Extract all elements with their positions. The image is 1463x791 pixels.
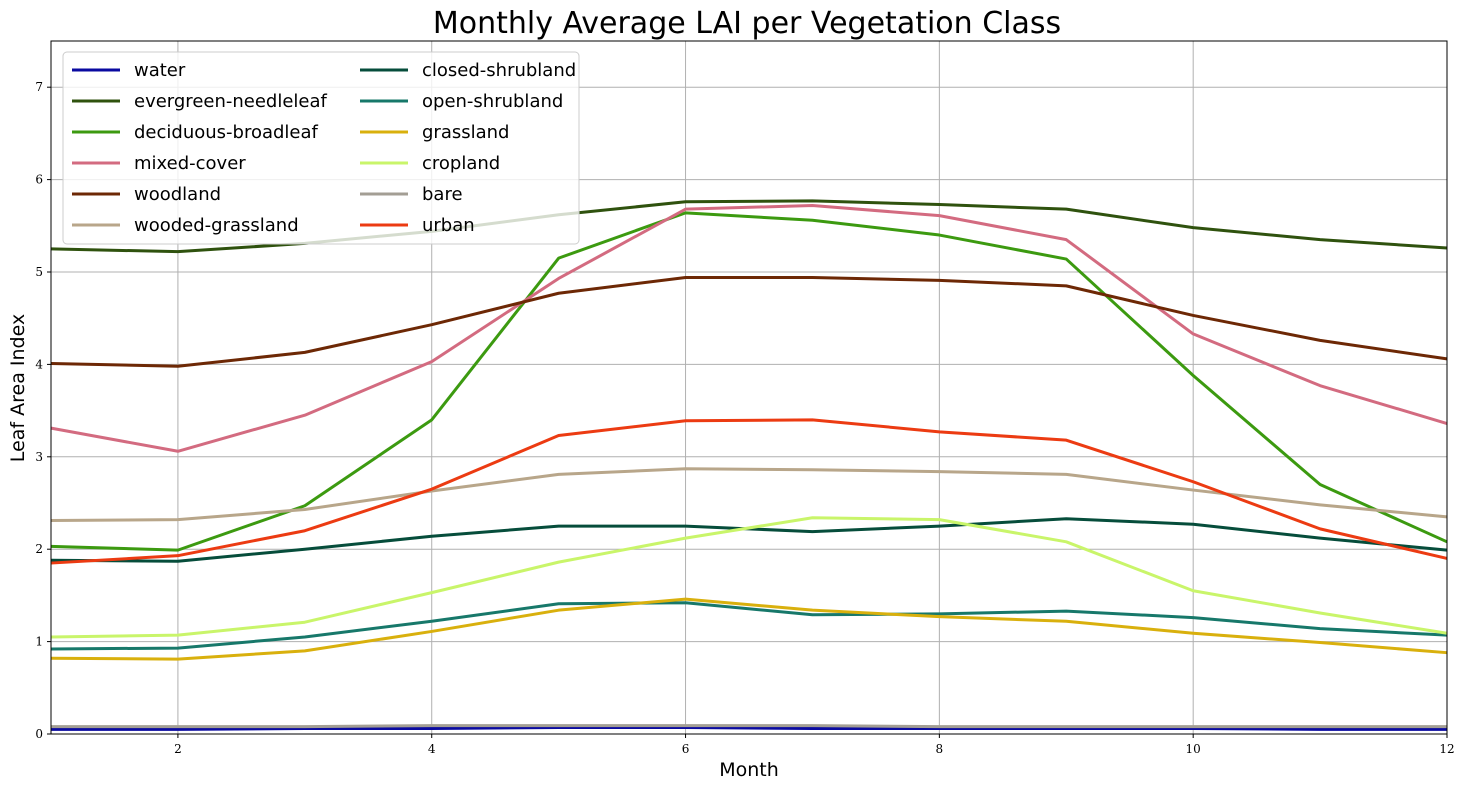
legend-label-open-shrubland: open-shrubland [422, 91, 563, 112]
series-line-urban [50, 418, 1448, 565]
legend-label-bare: bare [422, 184, 463, 205]
y-tick-label: 3 [35, 450, 43, 464]
legend-label-woodland: woodland [134, 184, 221, 205]
series-line-grassland [50, 597, 1448, 661]
series-line-woodland [50, 276, 1448, 368]
x-tick-label: 10 [1186, 742, 1201, 756]
y-tick-label: 4 [35, 357, 43, 371]
y-tick-label: 1 [35, 635, 43, 649]
legend-label-evergreen-needleleaf: evergreen-needleleaf [134, 91, 328, 112]
x-tick-label: 2 [174, 742, 182, 756]
legend-label-cropland: cropland [422, 153, 500, 174]
legend-label-water: water [134, 60, 186, 81]
legend-box [62, 51, 580, 245]
y-tick-label: 0 [35, 727, 43, 741]
chart-title: Monthly Average LAI per Vegetation Class [433, 6, 1061, 41]
plot-frame [50, 40, 1448, 735]
series-line-cropland [50, 516, 1448, 639]
y-axis-label: Leaf Area Index [7, 314, 29, 462]
legend-label-deciduous-broadleaf: deciduous-broadleaf [134, 122, 319, 143]
legend-label-mixed-cover: mixed-cover [134, 153, 246, 174]
series-line-open-shrubland [50, 601, 1448, 651]
x-tick-label: 12 [1439, 742, 1454, 756]
series-lines [50, 199, 1448, 731]
y-axis-ticks: 0 1 2 3 4 5 6 7 [35, 80, 51, 741]
series-line-deciduous-broadleaf [50, 211, 1448, 552]
series-line-water [51, 726, 1447, 731]
legend-label-grassland: grassland [422, 122, 509, 143]
y-tick-label: 7 [35, 80, 43, 94]
x-tick-label: 6 [682, 742, 690, 756]
series-line-wooded-grassland [50, 467, 1448, 523]
y-tick-label: 5 [35, 265, 43, 279]
series-line-evergreen-needleleaf [50, 199, 1448, 254]
y-tick-label: 2 [35, 542, 43, 556]
y-tick-label: 6 [35, 173, 43, 187]
series-line-bare [51, 724, 1447, 729]
x-axis-ticks: 2 4 6 8 10 12 [174, 734, 1455, 756]
legend-label-urban: urban [422, 215, 475, 236]
x-axis-label: Month [719, 759, 779, 781]
legend-label-closed-shrubland: closed-shrubland [422, 60, 576, 81]
legend: water evergreen-needleleaf deciduous-broad… [62, 51, 580, 245]
series-line-mixed-cover [50, 203, 1448, 453]
legend-label-wooded-grassland: wooded-grassland [134, 215, 299, 236]
x-tick-label: 8 [936, 742, 944, 756]
x-tick-label: 4 [428, 742, 436, 756]
